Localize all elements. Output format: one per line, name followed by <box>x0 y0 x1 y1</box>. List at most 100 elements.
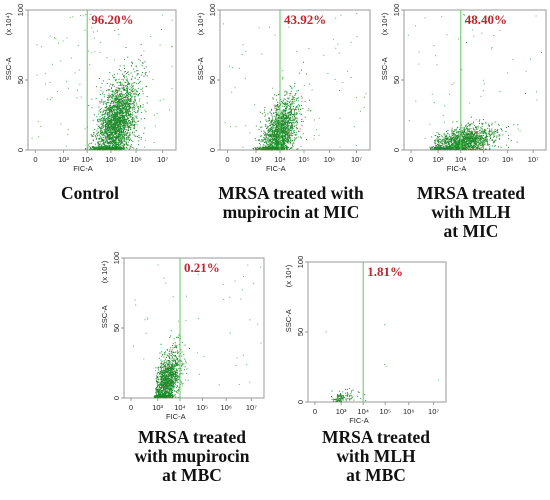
scatter-dot <box>108 102 110 104</box>
scatter-dot <box>284 109 286 111</box>
scatter-dot <box>115 93 117 95</box>
scatter-dot <box>356 35 358 37</box>
scatter-dot <box>111 93 113 95</box>
scatter-dot <box>294 121 296 123</box>
scatter-dot <box>129 100 131 101</box>
scatter-dot <box>108 130 110 132</box>
scatter-dot <box>292 144 293 146</box>
scatter-dot <box>106 97 108 98</box>
scatter-dot <box>133 127 135 129</box>
scatter-dot <box>283 126 285 128</box>
scatter-dot <box>295 134 297 136</box>
scatter-dot <box>125 146 127 148</box>
scatter-dot <box>99 143 101 145</box>
scatter-dot <box>134 81 136 83</box>
scatter-dot <box>288 120 290 121</box>
scatter-dot <box>135 135 137 137</box>
scatter-dot <box>275 127 277 129</box>
scatter-dot <box>113 95 114 96</box>
scatter-dot <box>274 136 276 138</box>
scatter-dot <box>282 115 284 117</box>
scatter-dot <box>289 113 291 115</box>
scatter-dot <box>291 130 293 132</box>
scatter-dot <box>289 85 291 87</box>
scatter-dot <box>141 74 143 76</box>
scatter-dot <box>98 125 100 127</box>
scatter-dot <box>124 102 126 104</box>
scatter-dot <box>290 126 292 128</box>
scatter-dot <box>105 123 107 125</box>
scatter-dot <box>122 128 124 130</box>
scatter-dot <box>117 28 119 30</box>
scatter-dot <box>447 132 449 134</box>
scatter-dot <box>272 97 274 99</box>
scatter-dot <box>110 117 112 119</box>
scatter-dot <box>283 135 285 137</box>
scatter-dot <box>470 128 472 130</box>
scatter-dot <box>91 135 93 137</box>
scatter-dot <box>105 110 107 112</box>
scatter-dot <box>95 147 97 149</box>
scatter-dot <box>124 116 126 118</box>
scatter-dot <box>477 136 479 138</box>
scatter-dot <box>117 103 119 105</box>
scatter-dot <box>302 120 304 122</box>
scatter-dot <box>125 85 127 87</box>
scatter-dot <box>120 70 122 72</box>
scatter-dot <box>100 138 102 139</box>
scatter-dot <box>140 137 142 139</box>
scatter-dot <box>117 138 119 140</box>
scatter-dot <box>70 57 72 59</box>
scatter-dot <box>138 140 140 142</box>
scatter-dot <box>287 141 289 143</box>
scatter-dot <box>120 134 121 136</box>
scatter-dot <box>108 137 110 139</box>
scatter-dot <box>280 103 282 105</box>
scatter-dot <box>112 103 114 105</box>
scatter-dot <box>135 122 137 124</box>
scatter-dot <box>276 142 278 144</box>
scatter-dot <box>295 98 297 100</box>
scatter-dot <box>291 128 293 130</box>
scatter-dot <box>126 99 127 101</box>
scatter-dot <box>67 87 69 89</box>
scatter-dot <box>125 111 127 113</box>
scatter-dot <box>127 81 129 83</box>
scatter-dot <box>112 144 114 146</box>
scatter-dot <box>263 137 265 138</box>
scatter-dot <box>123 133 125 135</box>
scatter-dot <box>270 134 272 136</box>
scatter-dot <box>290 114 292 116</box>
scatter-dot <box>128 114 130 116</box>
scatter-dot <box>264 142 265 144</box>
scatter-dot <box>94 132 96 134</box>
scatter-dot <box>58 42 60 44</box>
scatter-dot <box>119 101 121 103</box>
scatter-dot <box>114 122 116 124</box>
scatter-dot <box>122 104 124 106</box>
scatter-dot <box>468 148 470 150</box>
scatter-dot <box>288 135 290 137</box>
scatter-dot <box>115 136 117 138</box>
scatter-dot <box>136 70 138 72</box>
scatter-dot <box>276 107 278 109</box>
scatter-dot <box>274 105 276 107</box>
scatter-dot <box>132 87 134 89</box>
scatter-dot <box>287 147 289 149</box>
scatter-dot <box>497 123 499 125</box>
scatter-dot <box>122 112 124 114</box>
scatter-dot <box>119 115 121 117</box>
scatter-dot <box>289 119 291 121</box>
scatter-dot <box>135 116 137 118</box>
scatter-dot <box>114 131 116 133</box>
scatter-dot <box>116 109 118 111</box>
scatter-dot <box>293 119 295 121</box>
scatter-dot <box>134 93 136 95</box>
scatter-dot <box>54 37 55 39</box>
scatter-dot <box>313 135 315 136</box>
scatter-dot <box>122 135 124 137</box>
scatter-dot <box>289 119 291 121</box>
scatter-dot <box>289 122 290 124</box>
scatter-dot <box>288 140 289 142</box>
scatter-dot <box>116 73 118 75</box>
